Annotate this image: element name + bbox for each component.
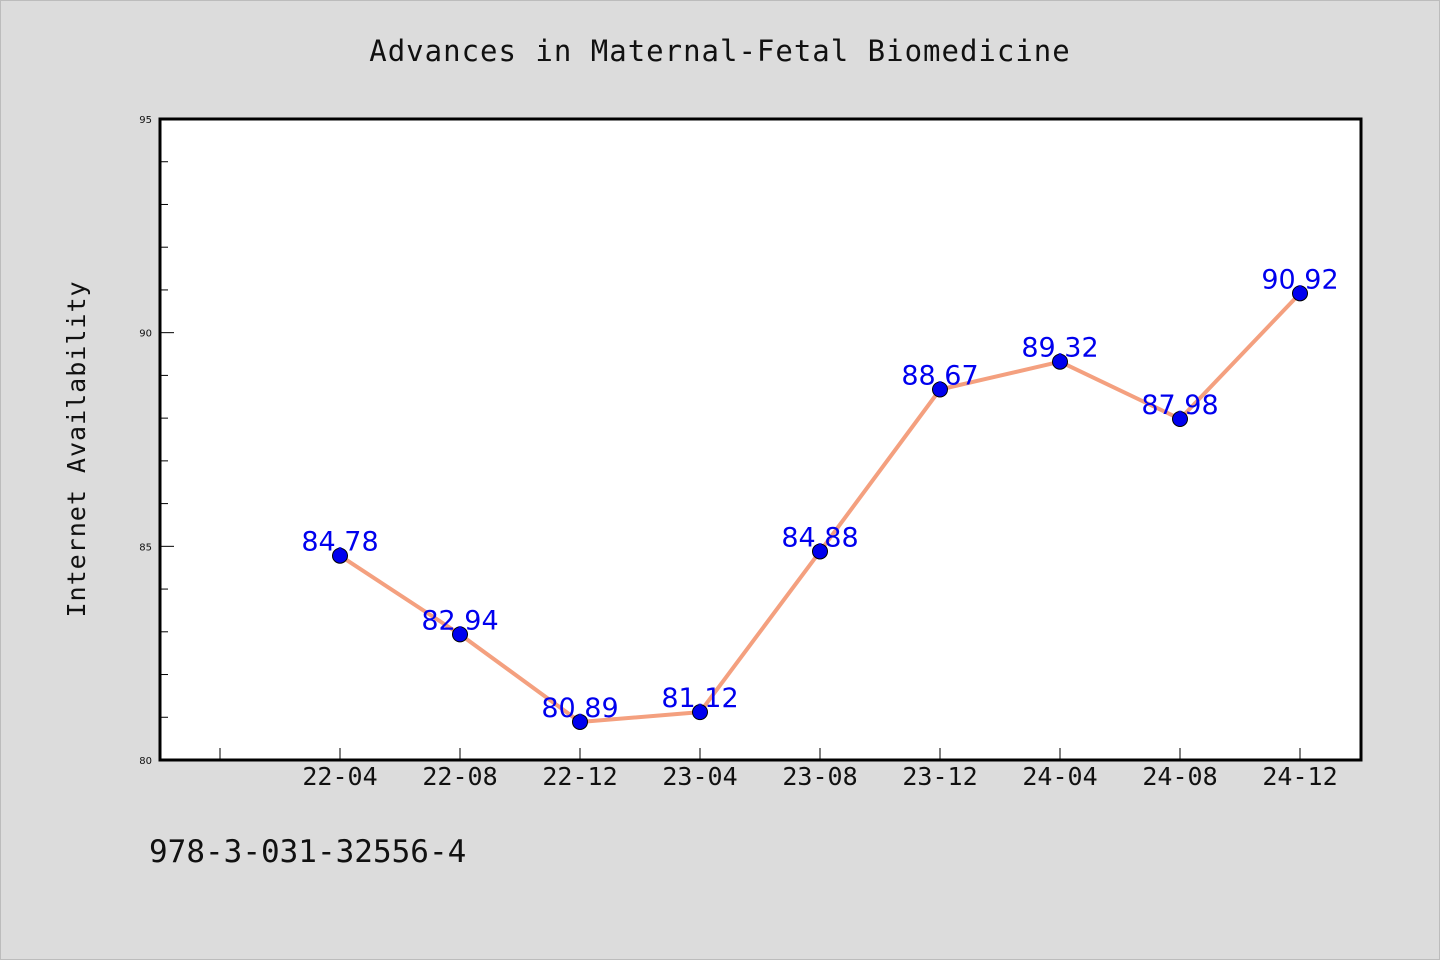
x-tick-label: 23-04: [662, 762, 737, 791]
data-point: [932, 381, 948, 398]
x-tick-label: 23-08: [782, 762, 857, 791]
chart-title: Advances in Maternal-Fetal Biomedicine: [369, 34, 1071, 68]
data-point: [452, 626, 468, 643]
y-axis: 80 85 90 95: [139, 115, 174, 767]
data-point: [572, 713, 588, 730]
data-label: 80.89: [541, 693, 618, 724]
data-label: 84.88: [781, 522, 858, 553]
x-tick-label: 24-12: [1262, 762, 1337, 791]
x-tick-label: 24-04: [1022, 762, 1097, 791]
x-tick-label: 23-12: [902, 762, 977, 791]
data-label: 82.94: [421, 605, 498, 636]
data-label: 90.92: [1261, 264, 1338, 295]
data-point: [332, 547, 348, 564]
data-label: 84.78: [301, 527, 378, 558]
data-point: [692, 704, 708, 721]
y-tick-label: 80: [139, 756, 152, 767]
y-tick-label: 95: [139, 115, 152, 126]
data-label: 89.32: [1021, 333, 1098, 364]
data-label: 88.67: [901, 361, 978, 392]
x-tick-label: 22-04: [302, 762, 377, 791]
y-axis-label: Internet Availability: [62, 280, 91, 617]
data-point: [1052, 353, 1068, 370]
x-axis: 22-04 22-08 22-12 23-04 23-08 23-12 24-04 24-08…: [219, 748, 1338, 791]
data-label: 81.12: [661, 683, 738, 714]
x-tick-label: 24-08: [1142, 762, 1217, 791]
plot-area: [158, 117, 1363, 762]
series: 84.78 82.94 80.89 81.12 84.88 88.67 89.32 87.98…: [301, 264, 1339, 730]
data-point: [1292, 285, 1308, 302]
data-point: [1172, 410, 1188, 427]
x-tick-label: 22-12: [542, 762, 617, 791]
y-tick-label: 90: [139, 329, 152, 340]
data-label: 87.98: [1141, 390, 1218, 421]
data-point: [812, 543, 828, 560]
isbn-label: 978-3-031-32556-4: [149, 834, 467, 870]
y-tick-label: 85: [139, 542, 152, 553]
x-tick-label: 22-08: [422, 762, 497, 791]
